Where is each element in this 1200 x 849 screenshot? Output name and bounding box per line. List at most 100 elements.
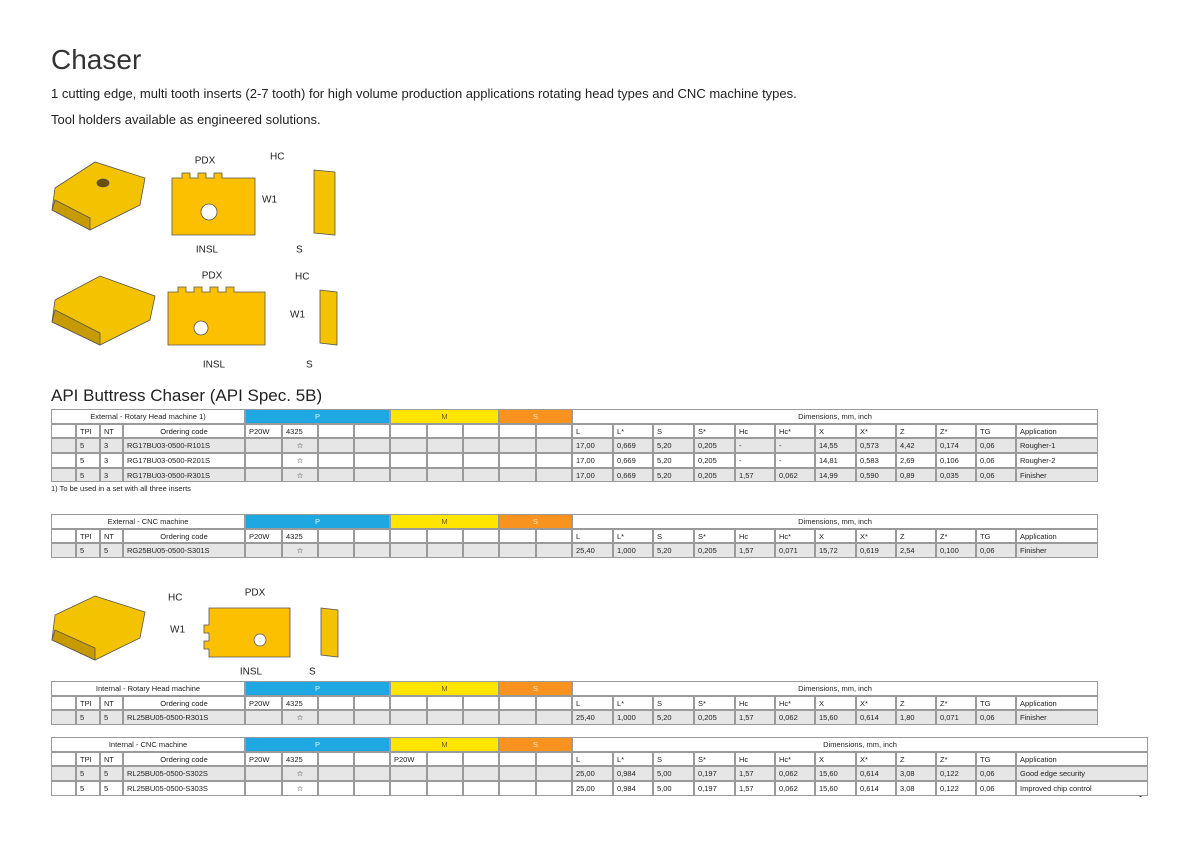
data-cell: Finisher xyxy=(1016,543,1098,559)
data-cell: 0,062 xyxy=(775,766,815,782)
data-cell: ☆ xyxy=(282,766,318,782)
data-cell: 0,197 xyxy=(694,766,735,782)
column-header: Application xyxy=(1016,423,1098,439)
column-header: Hc* xyxy=(775,423,815,439)
column-header: NT xyxy=(100,751,123,767)
data-cell: RL25BU05-0500-R301S xyxy=(123,710,245,726)
column-header: TG xyxy=(976,695,1016,711)
data-cell: 25,00 xyxy=(572,766,613,782)
column-header xyxy=(318,423,354,439)
column-header: 4325 xyxy=(282,695,318,711)
s-header: S xyxy=(499,514,572,529)
data-cell xyxy=(245,543,282,559)
data-cell: - xyxy=(775,438,815,454)
data-cell: 5 xyxy=(76,766,100,782)
data-cell: 0,062 xyxy=(775,781,815,796)
data-cell xyxy=(390,781,427,796)
data-cell xyxy=(354,438,390,454)
data-cell: 1,57 xyxy=(735,467,775,483)
data-cell xyxy=(536,543,572,559)
data-cell: 5,20 xyxy=(653,438,694,454)
data-cell xyxy=(390,543,427,559)
group-header: Internal - CNC machine xyxy=(51,737,245,752)
data-cell: 5 xyxy=(100,781,123,796)
column-header: NT xyxy=(100,695,123,711)
data-cell: Good edge security xyxy=(1016,766,1148,782)
data-cell xyxy=(536,453,572,468)
data-cell xyxy=(318,766,354,782)
data-cell: 5 xyxy=(76,781,100,796)
data-cell xyxy=(245,766,282,782)
dimensions-header: Dimensions, mm, inch xyxy=(572,409,1098,424)
dim-label: PDX xyxy=(195,156,216,167)
column-header: Z* xyxy=(936,423,976,439)
data-cell xyxy=(354,467,390,483)
data-cell: 17,00 xyxy=(572,438,613,454)
data-cell: 0,06 xyxy=(976,453,1016,468)
column-header xyxy=(499,528,536,544)
column-header: L xyxy=(572,751,613,767)
column-header: TPI xyxy=(76,751,100,767)
dim-label: W1 xyxy=(290,310,305,321)
data-cell: 5 xyxy=(76,710,100,726)
column-header: Application xyxy=(1016,751,1148,767)
column-header: Application xyxy=(1016,695,1098,711)
data-cell xyxy=(390,710,427,726)
data-cell xyxy=(245,710,282,726)
data-cell xyxy=(463,781,499,796)
data-cell: 0,669 xyxy=(613,453,653,468)
data-cell: 1,57 xyxy=(735,766,775,782)
data-cell xyxy=(318,543,354,559)
column-header: Hc* xyxy=(775,695,815,711)
data-cell: 5 xyxy=(76,467,100,483)
dim-label: W1 xyxy=(262,195,277,206)
column-header: L* xyxy=(613,695,653,711)
column-header xyxy=(51,695,76,711)
column-header: P20W xyxy=(245,751,282,767)
data-cell: 3 xyxy=(100,438,123,454)
column-header: TPI xyxy=(76,423,100,439)
data-cell: - xyxy=(735,438,775,454)
column-header xyxy=(318,751,354,767)
data-cell: Rougher-1 xyxy=(1016,438,1098,454)
intro-line: Tool holders available as engineered sol… xyxy=(51,112,321,127)
data-cell xyxy=(536,438,572,454)
data-cell xyxy=(390,453,427,468)
column-header xyxy=(390,528,427,544)
data-cell: 5,20 xyxy=(653,543,694,559)
data-cell: 0,197 xyxy=(694,781,735,796)
column-header: L* xyxy=(613,528,653,544)
column-header: Z* xyxy=(936,751,976,767)
data-cell: 15,60 xyxy=(815,710,856,726)
data-cell: ☆ xyxy=(282,438,318,454)
dim-label: INSL xyxy=(240,667,263,678)
column-header: S* xyxy=(694,751,735,767)
data-cell xyxy=(318,467,354,483)
column-header xyxy=(536,528,572,544)
data-cell: 3 xyxy=(100,467,123,483)
data-cell xyxy=(499,438,536,454)
column-header: Z xyxy=(896,751,936,767)
data-cell xyxy=(51,781,76,796)
data-cell: 0,035 xyxy=(936,467,976,483)
data-cell xyxy=(51,766,76,782)
column-header: S* xyxy=(694,528,735,544)
column-header xyxy=(390,423,427,439)
data-cell: 1,57 xyxy=(735,781,775,796)
data-cell: ☆ xyxy=(282,710,318,726)
p-header: P xyxy=(245,681,390,696)
m-header: M xyxy=(390,681,499,696)
column-header: Hc xyxy=(735,423,775,439)
dim-label: HC xyxy=(168,593,182,604)
column-header: Application xyxy=(1016,528,1098,544)
column-header xyxy=(390,695,427,711)
data-cell: 0,100 xyxy=(936,543,976,559)
column-header xyxy=(427,528,463,544)
data-cell xyxy=(245,781,282,796)
data-cell: 2,69 xyxy=(896,453,936,468)
dim-label: HC xyxy=(295,272,309,283)
column-header: Hc xyxy=(735,695,775,711)
data-cell: 0,06 xyxy=(976,781,1016,796)
data-cell xyxy=(427,766,463,782)
data-cell: 0,205 xyxy=(694,543,735,559)
